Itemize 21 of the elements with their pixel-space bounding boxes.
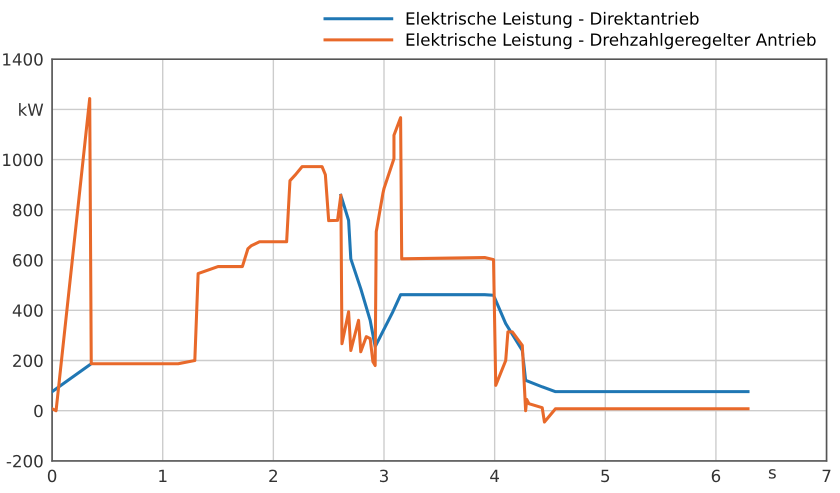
legend-label: Elektrische Leistung - Drehzahlgeregelter Antrieb xyxy=(406,33,816,50)
y-tick-label: -200 xyxy=(6,454,43,468)
x-tick-label: 7 xyxy=(822,470,830,482)
y-tick-label: 400 xyxy=(12,304,43,317)
x-tick-label: 0 xyxy=(48,470,56,482)
x-tick-label: 1 xyxy=(159,470,166,482)
y-tick-label: 1400 xyxy=(3,53,43,66)
x-tick-label: 5 xyxy=(601,470,610,482)
x-tick-label: 6 xyxy=(712,470,720,482)
x-tick-label: 3 xyxy=(380,470,388,482)
legend-label: Elektrische Leistung - Direktantrieb xyxy=(406,12,699,28)
y-tick-label: kW xyxy=(19,103,44,116)
y-tick-label: 0 xyxy=(34,404,43,418)
x-tick-label: 2 xyxy=(269,470,277,482)
y-tick-label: 200 xyxy=(13,354,43,368)
y-tick-label: 1000 xyxy=(3,154,43,166)
line-series xyxy=(52,97,750,424)
x-axis-title: s xyxy=(768,469,776,479)
y-tick-label: 600 xyxy=(13,254,43,267)
y-tick-label: 800 xyxy=(13,204,43,216)
x-tick-label: 4 xyxy=(490,470,500,482)
